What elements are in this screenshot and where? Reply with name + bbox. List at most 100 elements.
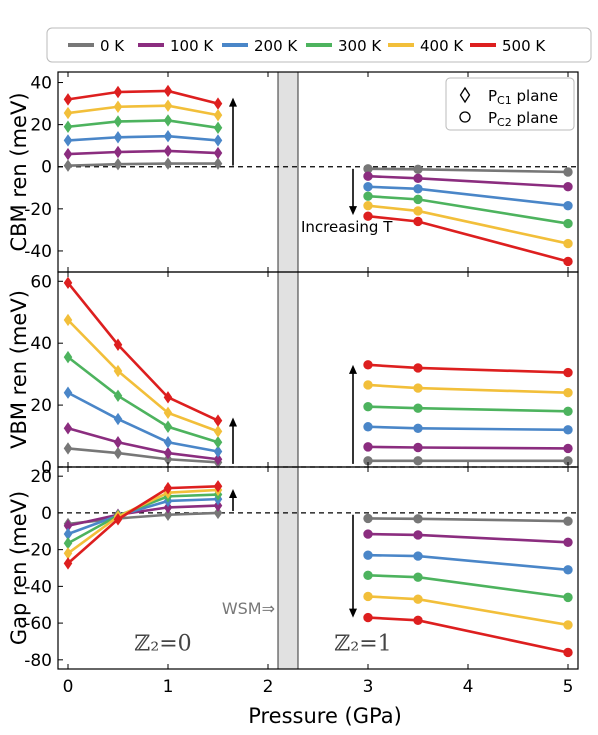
data-point-circle <box>563 516 573 526</box>
series-line-left-300K <box>67 119 219 130</box>
z2-right-label: ℤ₂=1 <box>334 632 391 657</box>
legend-label: 400 K <box>420 37 464 55</box>
data-point-circle <box>363 591 373 602</box>
series-line-left-400K <box>67 319 219 433</box>
series-line-right-100K <box>367 174 569 189</box>
data-point-diamond <box>113 85 123 99</box>
y-tick-label: -20 <box>24 541 52 561</box>
marker-legend-label: PC2 plane <box>488 109 558 129</box>
series-line-left-0K <box>67 447 219 464</box>
data-point-circle <box>363 182 373 192</box>
x-tick-label: 2 <box>263 677 274 697</box>
data-point-diamond <box>213 108 223 122</box>
data-point-circle <box>413 456 423 466</box>
data-point-circle <box>563 367 573 378</box>
data-point-diamond <box>63 422 73 435</box>
data-point-diamond <box>113 436 123 449</box>
marker-legend-circle <box>459 111 471 123</box>
data-point-diamond <box>213 445 223 458</box>
data-point-circle <box>363 570 373 581</box>
panel-frame <box>57 466 579 670</box>
data-point-circle <box>413 572 423 582</box>
x-tick-label: 4 <box>463 677 474 697</box>
legend: 0 K 100 K 200 K 300 K 400 K 500 K <box>46 27 592 63</box>
y-tick-label: -40 <box>24 577 52 597</box>
data-point-circle <box>413 164 423 174</box>
data-point-diamond <box>113 338 123 351</box>
data-point-diamond <box>63 386 73 399</box>
data-point-circle <box>413 363 423 373</box>
arrow-head <box>229 417 237 427</box>
data-point-circle <box>363 442 373 452</box>
legend-label: 0 K <box>100 37 125 55</box>
data-point-diamond <box>63 537 73 550</box>
data-point-circle <box>363 401 373 412</box>
series-line-right-500K <box>367 616 569 654</box>
legend-label: 100 K <box>170 37 214 55</box>
data-point-diamond <box>63 106 73 120</box>
wsm-label: WSM⇒ <box>222 599 275 618</box>
data-point-circle <box>413 403 423 413</box>
y-tick-label: -40 <box>24 242 52 262</box>
data-point-circle <box>413 514 423 524</box>
data-point-circle <box>413 184 423 194</box>
data-point-circle <box>363 422 373 432</box>
data-point-diamond <box>163 157 173 170</box>
data-point-diamond <box>213 425 223 438</box>
series-line-left-0K <box>67 162 218 167</box>
data-point-diamond <box>213 453 223 466</box>
data-point-circle <box>563 592 573 603</box>
data-point-circle <box>413 530 423 540</box>
series-line-left-0K <box>67 511 219 526</box>
data-point-diamond <box>163 420 173 433</box>
y-tick-label: -80 <box>24 651 52 671</box>
data-point-circle <box>413 383 423 393</box>
data-point-circle <box>363 200 373 211</box>
series-line-right-200K <box>367 553 569 572</box>
data-point-diamond <box>63 159 73 172</box>
x-tick-label: 0 <box>63 677 74 697</box>
series-line-right-200K <box>367 185 569 207</box>
series-line-right-400K <box>367 204 569 245</box>
data-point-circle <box>363 550 373 560</box>
data-point-diamond <box>113 131 123 144</box>
series-line-right-200K <box>367 425 569 432</box>
y-tick-label: -20 <box>24 200 52 220</box>
marker-legend-label: PC1 plane <box>488 87 558 107</box>
data-point-diamond <box>113 115 123 128</box>
series-line-right-100K <box>367 445 569 450</box>
data-point-circle <box>563 443 573 454</box>
legend-label: 500 K <box>502 37 546 55</box>
data-point-circle <box>413 173 423 184</box>
data-point-diamond <box>113 412 123 426</box>
series-line-right-300K <box>367 405 569 413</box>
data-point-diamond <box>163 84 173 98</box>
arrow-head <box>349 364 357 374</box>
series-line-left-100K <box>67 504 219 528</box>
series-line-right-400K <box>367 383 569 395</box>
data-point-diamond <box>113 364 123 378</box>
series-line-right-400K <box>367 595 569 627</box>
data-point-circle <box>363 529 373 539</box>
series-line-left-100K <box>67 427 219 461</box>
data-point-circle <box>413 594 423 604</box>
data-point-diamond <box>213 480 223 493</box>
series-line-left-200K <box>67 391 219 453</box>
data-point-diamond <box>63 350 73 364</box>
data-point-diamond <box>163 481 173 495</box>
series-line-left-300K <box>67 356 219 444</box>
data-point-diamond <box>63 276 73 290</box>
data-point-diamond <box>163 501 173 514</box>
data-point-circle <box>363 360 373 370</box>
x-tick-label: 3 <box>363 677 374 697</box>
data-point-diamond <box>113 446 123 460</box>
y-tick-label: 0 <box>41 458 52 478</box>
data-point-diamond <box>63 134 73 147</box>
y-tick-label: 20 <box>30 467 52 487</box>
legend-label: 200 K <box>254 37 298 55</box>
y-tick-label: -60 <box>24 614 52 634</box>
y-tick-label: 60 <box>30 272 52 292</box>
